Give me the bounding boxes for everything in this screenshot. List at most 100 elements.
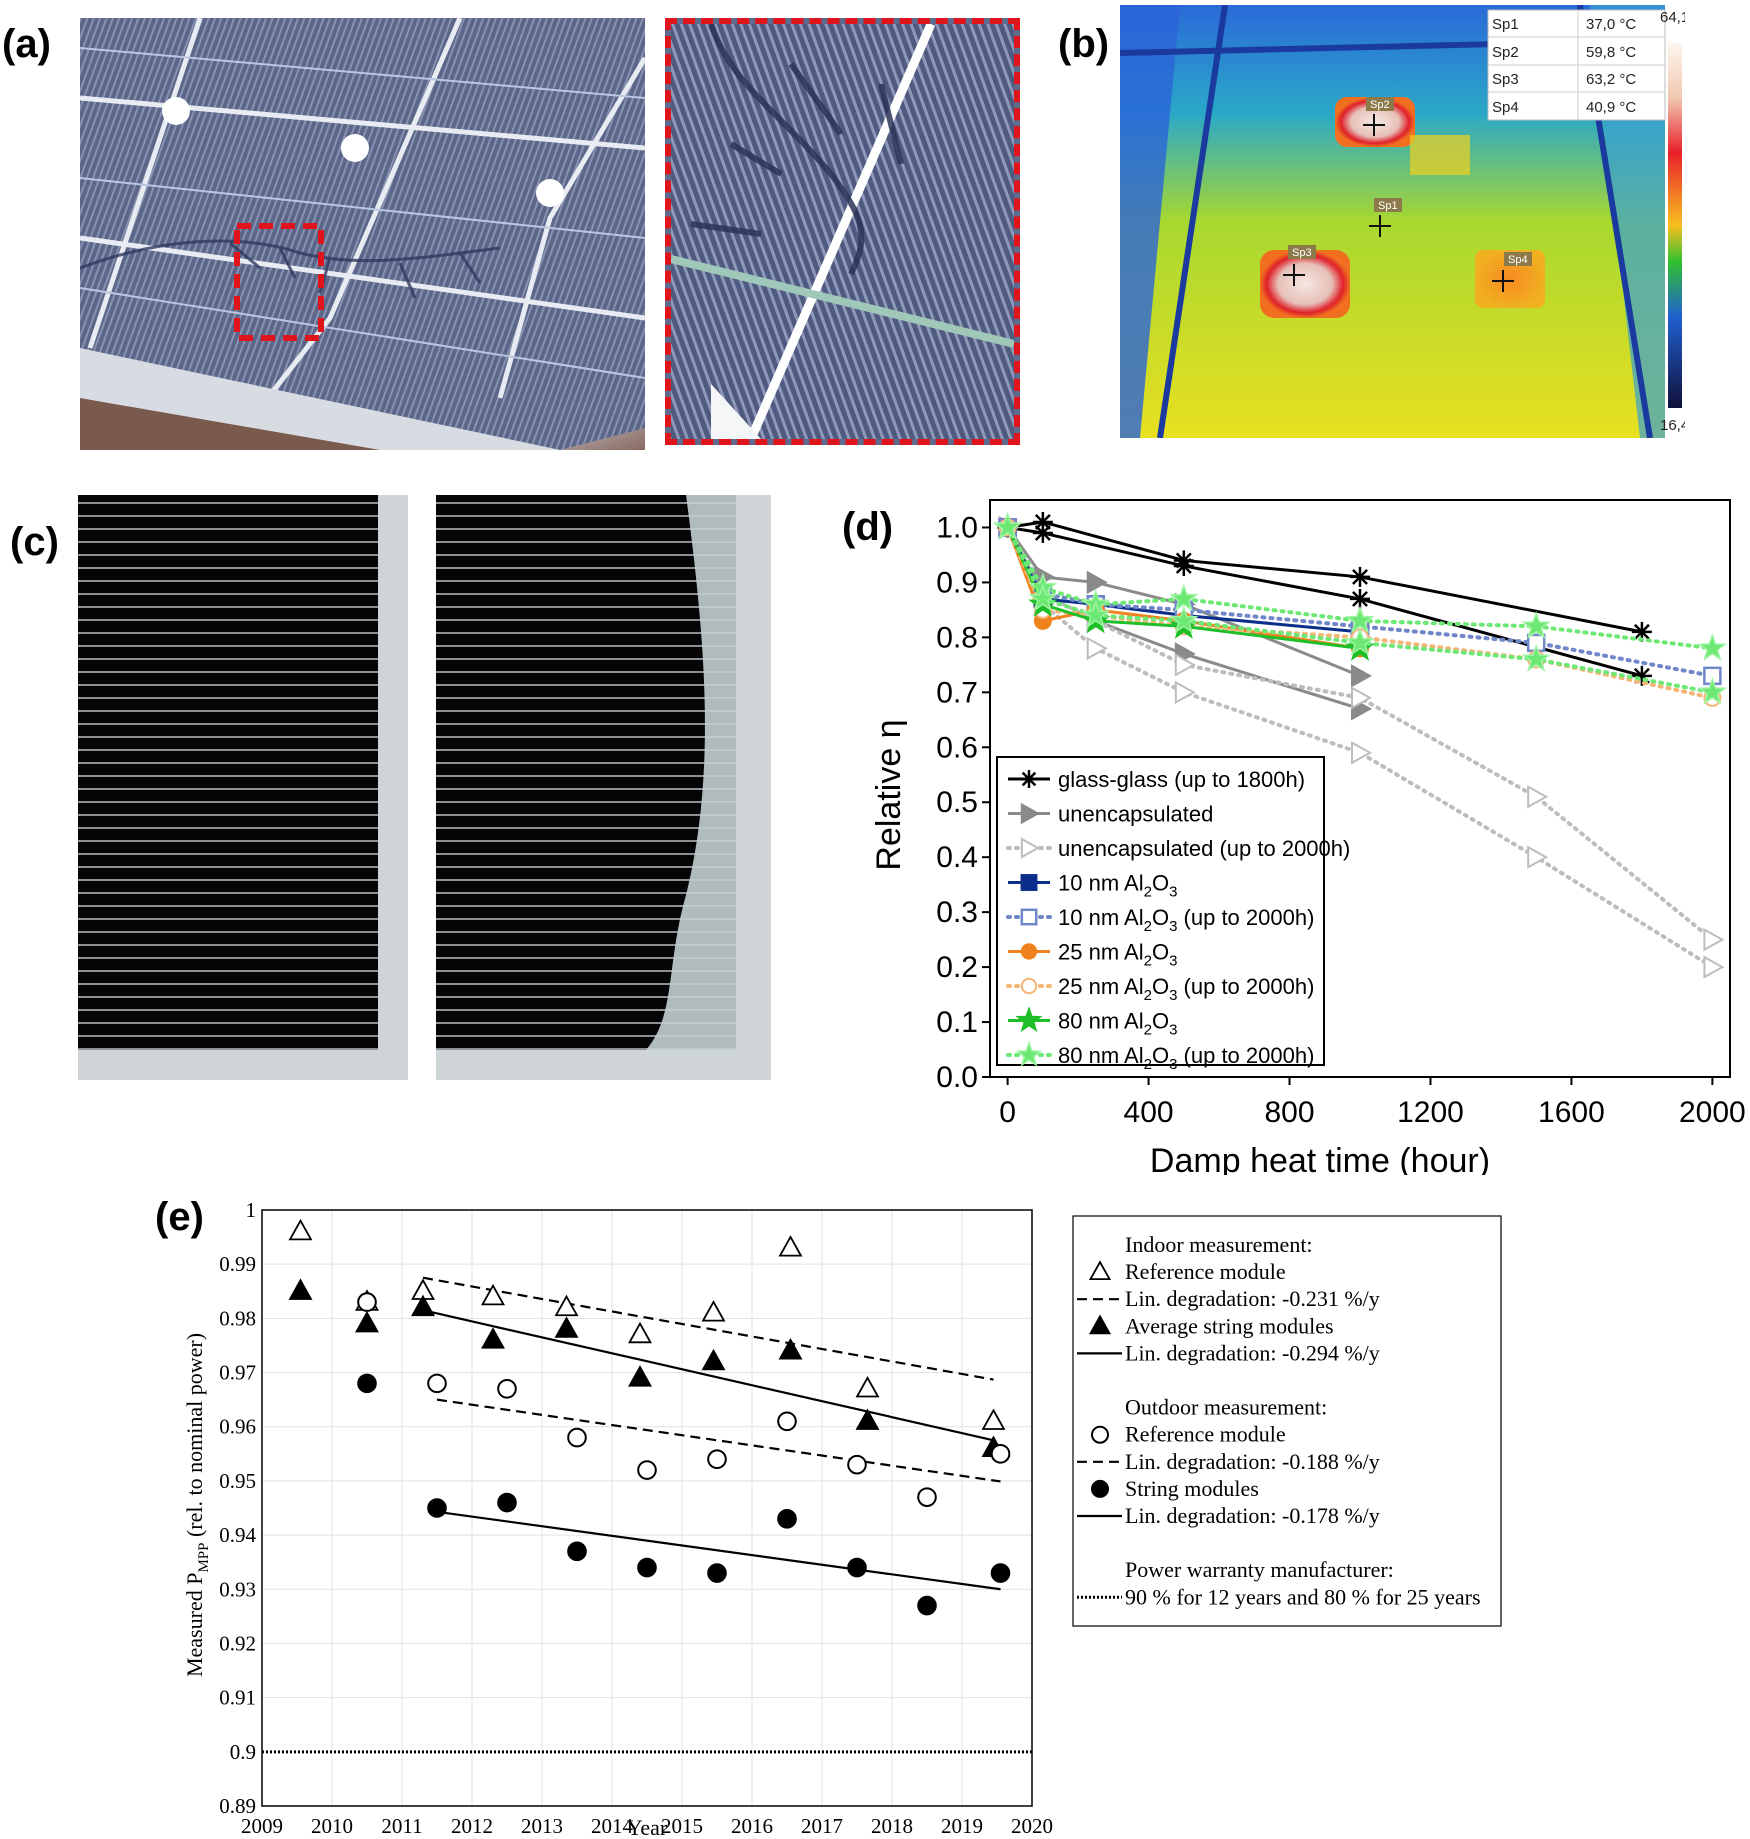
- panel-label-b: (b): [1058, 22, 1110, 66]
- chart-e-legend-marker: [1091, 1425, 1109, 1444]
- chart-d-ytick-label: 0.7: [936, 676, 978, 709]
- spot-label-sp2: Sp2: [1370, 99, 1390, 111]
- chart-e-point: [481, 1283, 505, 1306]
- chart-e-point: [990, 1563, 1011, 1583]
- chart-e-degradation: 2009 2010 2011 2012 2013 2014 2015 2016 2017 2018…: [182, 1198, 1502, 1839]
- chart-e-point: [855, 1375, 880, 1398]
- chart-d-legend-marker: [1015, 1040, 1043, 1067]
- spot-label-sp1: Sp1: [1378, 200, 1398, 212]
- chart-e-xtick-label: 2020: [1011, 1814, 1053, 1838]
- chart-e-point: [778, 1235, 803, 1257]
- chart-d-legend: [996, 756, 1325, 1066]
- chart-e-point: [355, 1310, 379, 1333]
- chart-e-plot-frame: [261, 1209, 1033, 1807]
- chart-e-point: [427, 1498, 447, 1518]
- chart-d-point: [1351, 664, 1373, 688]
- chart-e-point: [981, 1408, 1006, 1430]
- chart-e-ytick-label: 0.93: [219, 1577, 256, 1601]
- chart-d-legend-label: 25 nm Al2O3 (up to 2000h): [1058, 974, 1314, 1004]
- panel-label-c: (c): [10, 520, 59, 564]
- chart-d-xtick-label: 0: [999, 1096, 1016, 1129]
- chart-e-ylabel: Measured PMPP (rel. to nominal power): [182, 1333, 212, 1677]
- chart-e-legend-label: Indoor measurement:: [1125, 1232, 1313, 1257]
- chart-d-legend-label: 10 nm Al2O3 (up to 2000h): [1058, 905, 1314, 935]
- chart-d-point: [1028, 583, 1058, 612]
- spot-label-sp3: Sp3: [1292, 247, 1312, 259]
- chart-e-series: [288, 1218, 1006, 1430]
- chart-e-trend-line: [436, 1510, 1001, 1591]
- thermal-image: Sp2 Sp1 Sp3 Sp4 Sp1 37,0 °C Sp2 59,8 °C …: [1120, 5, 1685, 438]
- chart-e-legend: [1072, 1215, 1502, 1627]
- chart-d-ytick-label: 0.2: [936, 951, 978, 984]
- chart-e-point: [357, 1373, 377, 1394]
- chart-e-trend-line: [422, 1276, 994, 1381]
- chart-e-legend-label: Lin. degradation: -0.178 %/y: [1125, 1503, 1380, 1528]
- solar-panel-cells-drawing: [80, 18, 645, 450]
- chart-e-point: [288, 1278, 313, 1300]
- thermal-row-value: 59,8 °C: [1586, 44, 1636, 61]
- chart-d-point: [1703, 927, 1725, 952]
- chart-e-ytick-label: 1: [246, 1198, 257, 1222]
- chart-e-point: [777, 1509, 797, 1529]
- chart-d-point: [1697, 676, 1728, 705]
- chart-e-legend-label: Average string modules: [1125, 1313, 1334, 1338]
- chart-e-xlabel: Year: [627, 1815, 668, 1839]
- chart-e-point: [481, 1327, 505, 1349]
- chart-e-trend-line: [436, 1398, 1001, 1483]
- el-right-drawing: [436, 495, 771, 1080]
- chart-e-xtick-label: 2011: [381, 1814, 422, 1838]
- chart-d-series: [992, 512, 1728, 705]
- chart-e-ytick-label: 0.95: [219, 1469, 256, 1493]
- chart-e-xtick-label: 2009: [241, 1814, 283, 1838]
- chart-e-point: [777, 1411, 797, 1432]
- chart-d-point: [1345, 627, 1375, 656]
- chart-d-point: [1703, 955, 1725, 979]
- solar-panel-photo: [80, 18, 645, 450]
- chart-d-ytick-label: 0.5: [936, 786, 978, 819]
- panel-label-e: (e): [155, 1195, 204, 1239]
- thermal-row-value: 63,2 °C: [1586, 71, 1636, 88]
- chart-e-xtick-label: 2010: [311, 1814, 353, 1838]
- thermal-row-label: Sp4: [1492, 99, 1519, 116]
- chart-e-point: [357, 1292, 377, 1312]
- chart-d-point: [1697, 632, 1728, 661]
- el-left-drawing: [78, 495, 408, 1080]
- chart-d-point: [1350, 566, 1370, 587]
- chart-d-legend-label: unencapsulated (up to 2000h): [1058, 836, 1350, 861]
- chart-d-point: [1351, 741, 1373, 765]
- chart-e-ytick-label: 0.99: [219, 1252, 256, 1276]
- chart-d-ytick-label: 0.6: [936, 731, 978, 764]
- thermal-row-value: 40,9 °C: [1586, 99, 1636, 116]
- chart-e-point: [497, 1492, 517, 1513]
- chart-e-point: [411, 1294, 435, 1317]
- spot-label-sp4: Sp4: [1508, 254, 1528, 266]
- chart-e-point: [917, 1595, 937, 1616]
- el-image-left: [78, 495, 408, 1080]
- thermal-readout-table: Sp1 37,0 °C Sp2 59,8 °C Sp3 63,2 °C Sp4 …: [1487, 9, 1666, 121]
- thermal-row-label: Sp2: [1492, 44, 1519, 61]
- chart-e-point: [628, 1365, 652, 1387]
- chart-e-xtick-label: 2019: [941, 1814, 983, 1838]
- chart-d-legend-marker: [1020, 977, 1038, 995]
- chart-d-legend-marker: [1020, 837, 1041, 859]
- chart-e-xtick-label: 2014: [591, 1814, 634, 1838]
- chart-d-legend-marker: [1015, 1006, 1043, 1033]
- chart-e-legend-marker: [1088, 1260, 1112, 1280]
- chart-d-point: [1631, 665, 1652, 686]
- chart-e-point: [855, 1408, 880, 1430]
- chart-d-point: [1351, 686, 1373, 710]
- chart-d-point: [1032, 522, 1053, 543]
- chart-d-legend-label: 25 nm Al2O3: [1058, 940, 1177, 970]
- chart-e-point: [707, 1563, 727, 1583]
- chart-e-legend-label: Lin. degradation: -0.294 %/y: [1125, 1340, 1380, 1365]
- chart-e-point: [427, 1373, 447, 1394]
- el-image-right: [436, 495, 771, 1080]
- chart-d-point: [1527, 785, 1549, 809]
- chart-e-xtick-label: 2017: [801, 1814, 843, 1838]
- chart-d-point: [1174, 680, 1196, 705]
- chart-e-ytick-label: 0.9: [230, 1740, 256, 1764]
- chart-e-trend-line: [422, 1309, 994, 1442]
- chart-e-ytick-label: 0.94: [219, 1523, 256, 1547]
- chart-e-xtick-label: 2015: [661, 1814, 703, 1838]
- thermal-row-value: 37,0 °C: [1586, 16, 1636, 33]
